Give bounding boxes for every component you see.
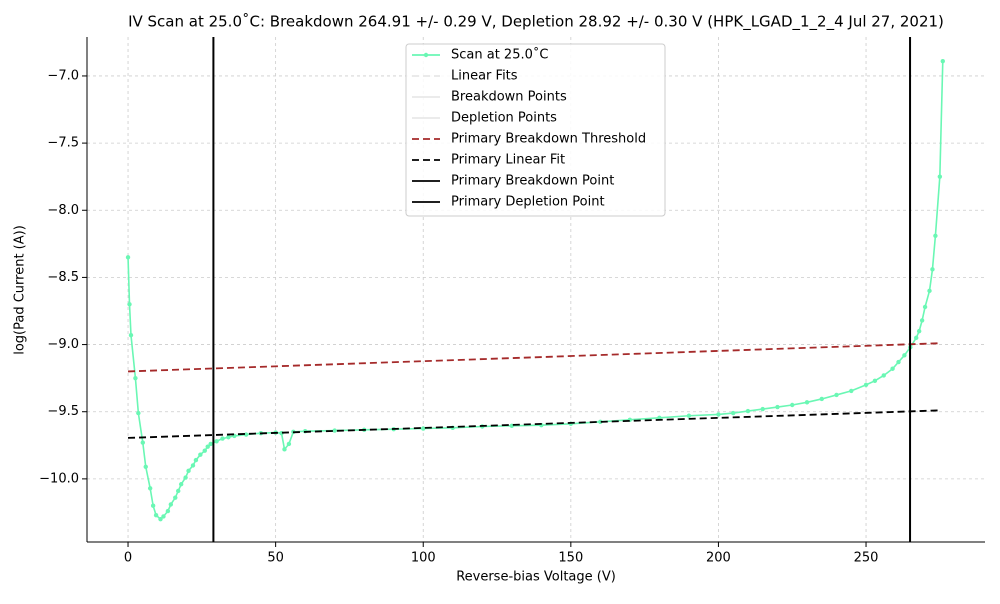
point — [863, 382, 869, 388]
legend-box — [405, 43, 666, 217]
x-tick-label: 0 — [124, 551, 132, 566]
point — [834, 392, 839, 398]
y-tick-label: −7.5 — [47, 136, 79, 151]
x-tick-label: 150 — [558, 551, 583, 566]
point — [165, 508, 171, 514]
point — [872, 378, 878, 384]
x-tick-label: 100 — [411, 551, 436, 566]
point — [158, 516, 163, 522]
point — [927, 288, 932, 294]
point — [819, 396, 824, 402]
point — [220, 436, 225, 441]
point — [890, 366, 895, 371]
x-tick-label: 50 — [267, 551, 284, 566]
y-tick-label: −9.5 — [47, 404, 79, 419]
point — [804, 400, 810, 405]
x-tick-label: 250 — [854, 551, 879, 566]
point — [226, 435, 231, 440]
point — [202, 448, 207, 453]
point — [127, 302, 132, 307]
point — [243, 432, 249, 437]
point — [933, 233, 938, 238]
legend-label: Primary Breakdown Point — [451, 174, 614, 189]
x-axis-label: Reverse-bias Voltage (V) — [456, 570, 616, 585]
point — [745, 408, 751, 414]
point — [128, 332, 134, 338]
point — [657, 415, 662, 420]
point — [153, 512, 159, 518]
point — [190, 463, 196, 468]
point — [922, 304, 928, 310]
point — [716, 412, 721, 417]
legend-label: Primary Linear Fit — [451, 153, 565, 168]
series-line — [128, 409, 940, 439]
y-tick-label: −8.5 — [47, 270, 79, 285]
point — [173, 495, 178, 500]
point — [125, 255, 131, 260]
point — [205, 444, 210, 449]
chart-title: IV Scan at 25.0˚C: Breakdown 264.91 +/- … — [128, 13, 944, 32]
point — [147, 486, 153, 491]
point — [282, 447, 287, 452]
point — [421, 426, 426, 431]
point — [186, 468, 191, 474]
point — [193, 457, 199, 463]
point — [214, 439, 219, 444]
legend-label: Primary Breakdown Threshold — [451, 132, 646, 147]
point — [896, 359, 901, 365]
y-tick-label: −8.0 — [47, 203, 79, 218]
point — [136, 410, 141, 416]
point — [940, 58, 945, 64]
series-line — [128, 342, 940, 373]
point — [686, 413, 692, 418]
legend-marker — [423, 52, 429, 58]
point — [150, 503, 156, 508]
point — [198, 452, 203, 457]
point — [332, 428, 337, 433]
point — [849, 388, 854, 394]
y-tick-label: −10.0 — [39, 471, 79, 486]
point — [178, 482, 184, 487]
point — [133, 375, 138, 381]
point — [930, 267, 935, 272]
y-axis-label: log(Pad Current (A)) — [13, 225, 28, 355]
point — [598, 419, 603, 424]
point — [914, 335, 919, 341]
point — [168, 502, 174, 507]
legend-label: Depletion Points — [451, 111, 557, 126]
point — [790, 402, 795, 408]
point — [916, 328, 922, 334]
point — [937, 174, 943, 179]
point — [208, 441, 213, 447]
point — [176, 488, 181, 494]
point — [143, 464, 148, 469]
x-tick-label: 200 — [706, 551, 731, 566]
point — [902, 353, 907, 358]
legend-label: Breakdown Points — [451, 90, 567, 105]
point — [881, 373, 886, 378]
point — [760, 406, 765, 412]
y-tick-label: −7.0 — [47, 68, 79, 83]
legend-label: Primary Depletion Point — [451, 195, 605, 210]
point — [286, 441, 292, 447]
point — [730, 410, 736, 416]
legend-label: Scan at 25.0˚C — [451, 47, 548, 63]
point — [140, 440, 145, 445]
point — [775, 404, 780, 410]
point — [161, 514, 166, 519]
point — [183, 475, 188, 480]
legend-label: Linear Fits — [451, 69, 518, 84]
y-tick-label: −9.0 — [47, 337, 79, 352]
point — [919, 318, 925, 323]
